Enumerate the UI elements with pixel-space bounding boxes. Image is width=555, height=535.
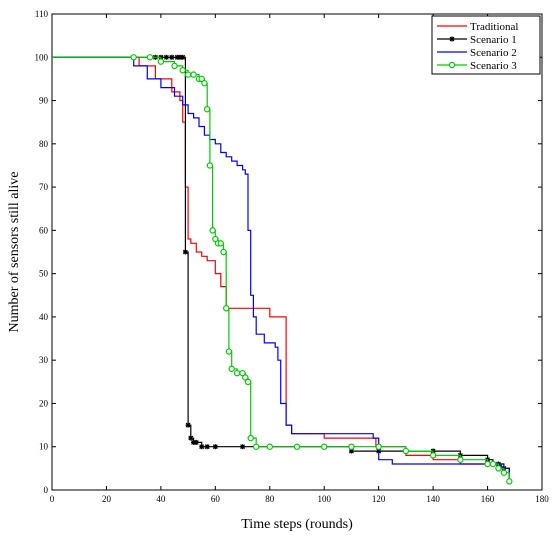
y-tick-label: 70	[39, 182, 49, 192]
series-point-3	[206, 162, 214, 169]
series-point-3	[247, 434, 254, 442]
series-point-1	[169, 54, 175, 60]
series-point-3	[179, 67, 186, 74]
y-tick-label: 30	[39, 355, 49, 365]
x-axis-label: Time steps (rounds)	[241, 517, 353, 532]
series-point-3	[233, 369, 241, 377]
y-tick-label: 90	[39, 96, 49, 106]
x-tick-label: 100	[317, 494, 331, 504]
series-2	[52, 56, 510, 482]
series-point-3	[130, 54, 137, 61]
series-point-3	[429, 452, 437, 459]
x-tick-label: 140	[426, 494, 440, 504]
series-point-3	[457, 456, 464, 463]
plot-area	[51, 13, 543, 491]
series-point-3	[171, 62, 178, 70]
series-point-3	[252, 443, 260, 450]
y-tick-label: 80	[39, 139, 49, 149]
series-point-3	[375, 443, 382, 450]
series-point-3	[212, 235, 219, 243]
series-point-3	[348, 443, 355, 450]
x-tick-label: 60	[211, 494, 221, 504]
y-axis-label: Number of sensors still alive	[7, 172, 22, 333]
series-point-3	[201, 80, 208, 87]
series-point-1	[240, 444, 246, 450]
x-tick-label: 120	[372, 494, 386, 504]
x-tick-label: 20	[102, 494, 112, 504]
axis-ticks: 0 20 40 60 80 100 120 140 160 180 0 10 20 30 40 50 60 70 8…	[35, 9, 550, 504]
series-point-3	[266, 443, 273, 450]
series-point-1	[204, 444, 210, 450]
series-point-3	[220, 248, 227, 256]
series-point-1	[185, 422, 191, 428]
legend-marker-3	[448, 61, 456, 69]
y-tick-label: 100	[35, 52, 49, 62]
series-point-3	[190, 71, 197, 78]
legend-marker-1	[449, 36, 455, 42]
legend-label-0: Traditional	[470, 21, 519, 33]
series-point-1	[163, 54, 169, 60]
series-point-1	[182, 249, 188, 255]
series-point-3	[242, 374, 249, 381]
series-point-3	[321, 443, 328, 450]
y-tick-label: 0	[44, 485, 49, 495]
y-tick-label: 110	[35, 9, 49, 19]
series-point-3	[225, 348, 233, 355]
series-point-3	[223, 305, 230, 312]
x-tick-label: 0	[50, 494, 55, 504]
series-point-3	[209, 227, 216, 234]
series-point-3	[402, 447, 410, 455]
series-line-2	[52, 56, 510, 482]
series-point-3	[198, 75, 205, 83]
series-point-3	[489, 460, 497, 468]
y-tick-label: 20	[39, 398, 49, 408]
series-point-1	[212, 444, 218, 450]
y-tick-label: 60	[39, 225, 49, 235]
series-point-1	[188, 435, 194, 441]
series-point-3	[239, 369, 246, 377]
series-point-3	[228, 365, 235, 373]
series-point-1	[174, 54, 180, 60]
series-point-3	[146, 54, 154, 61]
y-tick-label: 40	[39, 312, 49, 322]
series-point-3	[293, 443, 301, 450]
series-point-1	[191, 439, 197, 445]
x-tick-label: 180	[535, 494, 549, 504]
series-3	[52, 54, 513, 485]
series-point-1	[177, 54, 183, 60]
series-point-3	[203, 105, 211, 113]
series-point-1	[193, 439, 199, 445]
series-point-3	[217, 240, 224, 247]
series-point-3	[157, 58, 165, 65]
series-point-1	[180, 54, 186, 60]
series-point-3	[506, 478, 513, 485]
x-tick-label: 160	[481, 494, 495, 504]
x-tick-label: 40	[156, 494, 166, 504]
series-lines	[52, 54, 513, 485]
series-point-3	[484, 460, 491, 468]
legend-label-3: Scenario 3	[470, 60, 517, 72]
series-point-3	[495, 465, 502, 472]
x-tick-label: 80	[265, 494, 275, 504]
series-point-1	[348, 448, 354, 454]
y-tick-label: 10	[39, 442, 49, 452]
series-point-3	[500, 469, 508, 476]
legend-label-2: Scenario 2	[470, 47, 517, 59]
series-point-1	[199, 444, 205, 450]
series-point-3	[184, 71, 192, 78]
series-point-3	[244, 378, 252, 386]
legend-label-1: Scenario 1	[470, 34, 517, 46]
y-tick-label: 50	[39, 269, 49, 279]
